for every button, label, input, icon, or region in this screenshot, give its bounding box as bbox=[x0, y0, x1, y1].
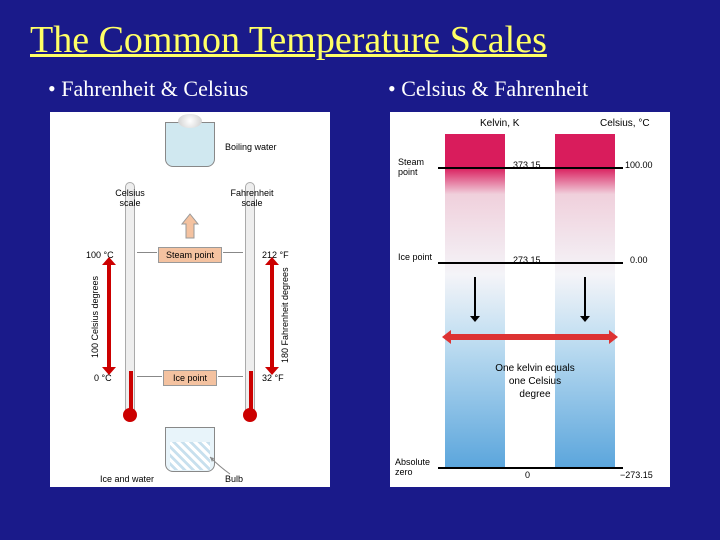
line-cl-hi bbox=[137, 252, 157, 253]
boiling-beaker bbox=[165, 122, 215, 167]
zero-tick bbox=[438, 467, 623, 469]
absolute-zero-label: Absolute zero bbox=[395, 457, 440, 477]
ice-point-label: Ice point bbox=[398, 252, 440, 262]
celsius-fill bbox=[129, 371, 133, 411]
ice-water-label: Ice and water bbox=[100, 474, 154, 484]
fahrenheit-scale-label: Fahrenheit scale bbox=[222, 188, 282, 208]
c-ice: 0.00 bbox=[630, 255, 648, 265]
right-bullet-text: Celsius & Fahrenheit bbox=[401, 76, 588, 101]
line-cl-lo bbox=[137, 376, 162, 377]
kelvin-down-arrow bbox=[474, 277, 476, 317]
ice-cubes bbox=[170, 442, 210, 470]
fahrenheit-span-label: 180 Fahrenheit degrees bbox=[280, 263, 290, 363]
line-fr-hi bbox=[223, 252, 243, 253]
k-steam: 373.15 bbox=[513, 160, 541, 170]
right-bullet: • Celsius & Fahrenheit bbox=[388, 76, 690, 102]
steam-point-label: Steam point bbox=[398, 157, 440, 177]
center-arrow-icon bbox=[180, 212, 200, 240]
celsius-span-label: 100 Celsius degrees bbox=[90, 268, 100, 358]
c-steam: 100.00 bbox=[625, 160, 653, 170]
columns: • Fahrenheit & Celsius Boiling water Cel… bbox=[0, 70, 720, 487]
celsius-thermometer bbox=[125, 182, 135, 412]
page-title: The Common Temperature Scales bbox=[0, 0, 720, 70]
left-bullet: • Fahrenheit & Celsius bbox=[48, 76, 350, 102]
celsius-header: Celsius, °C bbox=[600, 118, 650, 129]
celsius-scale-label: Celsius scale bbox=[105, 188, 155, 208]
left-column: • Fahrenheit & Celsius Boiling water Cel… bbox=[30, 70, 350, 487]
k-ice: 273.15 bbox=[513, 255, 541, 265]
celsius-span-arrow bbox=[105, 264, 113, 368]
right-column: • Celsius & Fahrenheit Kelvin, K Celsius… bbox=[370, 70, 690, 487]
celsius-bulb bbox=[123, 408, 137, 422]
k-zero: 0 bbox=[525, 470, 530, 480]
line-fr-lo bbox=[218, 376, 243, 377]
steam-point-box: Steam point bbox=[158, 247, 222, 263]
right-figure: Kelvin, K Celsius, °C Steam point 373.15… bbox=[390, 112, 670, 487]
fahrenheit-bulb bbox=[243, 408, 257, 422]
ice-point-box: Ice point bbox=[163, 370, 217, 386]
left-bullet-text: Fahrenheit & Celsius bbox=[61, 76, 248, 101]
fahrenheit-thermometer bbox=[245, 182, 255, 412]
c-zero: −273.15 bbox=[620, 470, 653, 480]
equals-arrow bbox=[450, 334, 610, 340]
steam-puff bbox=[178, 114, 202, 128]
celsius-down-arrow bbox=[584, 277, 586, 317]
fahrenheit-span-arrow bbox=[268, 264, 276, 368]
kelvin-header: Kelvin, K bbox=[480, 118, 519, 129]
fahrenheit-fill bbox=[249, 371, 253, 411]
bulb-pointer bbox=[205, 452, 235, 477]
boiling-label: Boiling water bbox=[225, 142, 277, 152]
left-figure: Boiling water Celsius scale Fahrenheit s… bbox=[50, 112, 330, 487]
equals-text: One kelvin equals one Celsius degree bbox=[495, 362, 575, 401]
